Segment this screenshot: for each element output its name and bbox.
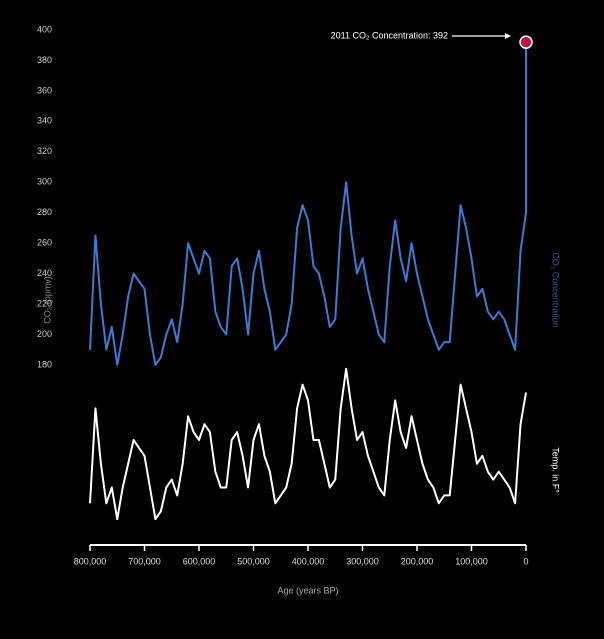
y-tick-label: 360 (37, 85, 52, 95)
y-axis-title: CO₂ (ppmv) (42, 276, 52, 324)
x-tick-label: 0 (523, 556, 528, 566)
y-tick-label: 320 (37, 146, 52, 156)
highlight-point (519, 35, 533, 49)
x-tick-label: 200,000 (401, 556, 434, 566)
x-tick-label: 600,000 (183, 556, 216, 566)
y-tick-label: 260 (37, 238, 52, 248)
y-tick-label: 380 (37, 55, 52, 65)
y-tick-label: 400 (37, 24, 52, 34)
y-tick-label: 240 (37, 268, 52, 278)
legend-temp: Temp. in F° (551, 447, 561, 493)
x-axis-title: Age (years BP) (277, 585, 338, 595)
y-tick-label: 280 (37, 207, 52, 217)
x-tick-label: 500,000 (237, 556, 270, 566)
y-tick-label: 180 (37, 359, 52, 369)
legend-co2: CO₂ Concentration (551, 252, 561, 328)
x-tick-label: 800,000 (74, 556, 107, 566)
x-tick-label: 400,000 (292, 556, 325, 566)
annotation-arrowhead (505, 33, 511, 39)
x-tick-label: 300,000 (346, 556, 379, 566)
y-tick-label: 200 (37, 329, 52, 339)
x-tick-label: 700,000 (128, 556, 161, 566)
series-line (89, 367, 527, 521)
annotation: 2011 CO₂ Concentration: 392 (331, 30, 448, 40)
y-tick-label: 340 (37, 116, 52, 126)
y-tick-label: 300 (37, 177, 52, 187)
y-tick-label: 220 (37, 298, 52, 308)
series-line (89, 42, 528, 366)
x-tick-label: 100,000 (455, 556, 488, 566)
